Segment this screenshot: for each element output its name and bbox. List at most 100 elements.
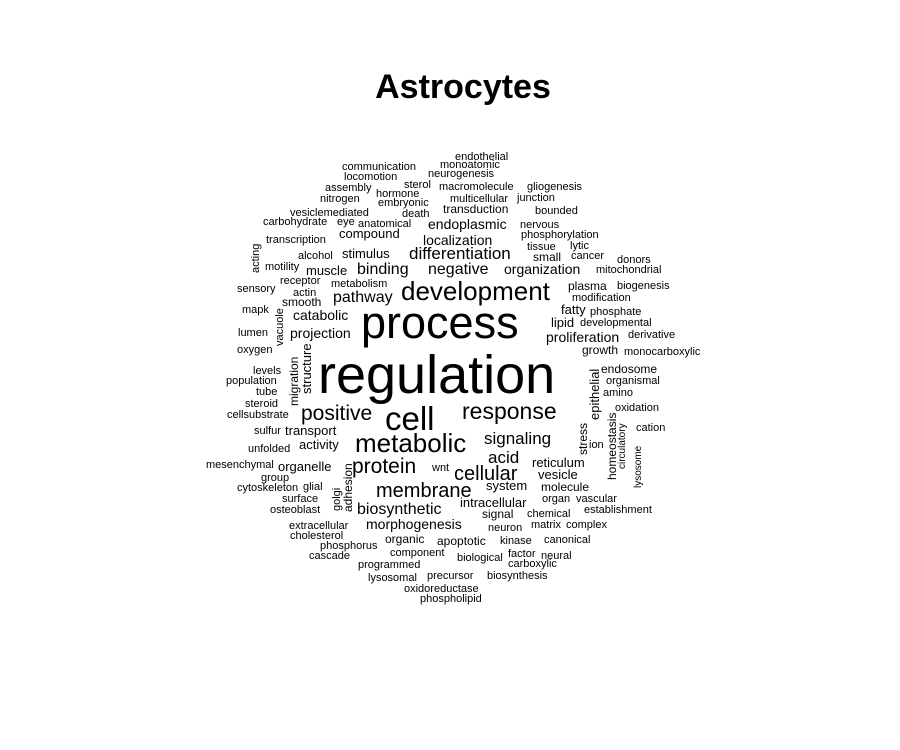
word-reticulum: reticulum xyxy=(532,455,585,470)
word-growth: growth xyxy=(582,343,618,357)
word-phospholipid: phospholipid xyxy=(420,593,482,605)
word-complex: complex xyxy=(566,519,607,531)
word-phosphorus: phosphorus xyxy=(320,540,378,552)
word-carbohydrate: carbohydrate xyxy=(263,216,327,228)
word-anatomical: anatomical xyxy=(358,218,411,230)
word-regulation: regulation xyxy=(318,345,555,405)
word-gliogenesis: gliogenesis xyxy=(527,181,583,193)
word-oxidoreductase: oxidoreductase xyxy=(404,583,479,595)
word-programmed: programmed xyxy=(358,559,420,571)
word-nervous: nervous xyxy=(520,219,560,231)
word-catabolic: catabolic xyxy=(293,307,348,323)
word-cation: cation xyxy=(636,422,665,434)
word-derivative: derivative xyxy=(628,329,675,341)
word-endosome: endosome xyxy=(601,362,657,376)
word-levels: levels xyxy=(253,365,282,377)
word-compound: compound xyxy=(339,226,400,241)
word-vascular: vascular xyxy=(576,493,617,505)
word-extracellular: extracellular xyxy=(289,520,349,532)
word-chemical: chemical xyxy=(527,508,570,520)
word-death: death xyxy=(402,208,430,220)
word-morphogenesis: morphogenesis xyxy=(366,516,462,532)
word-cell: cell xyxy=(385,400,435,437)
word-modification: modification xyxy=(572,292,631,304)
word-migration: migration xyxy=(287,357,301,406)
word-vesiclemediated: vesiclemediated xyxy=(290,207,369,219)
word-mesenchymal: mesenchymal xyxy=(206,459,274,471)
word-glial: glial xyxy=(303,481,323,493)
word-stress: stress xyxy=(576,423,590,455)
word-organelle: organelle xyxy=(278,459,332,474)
word-signal: signal xyxy=(482,507,513,521)
word-acid: acid xyxy=(488,448,519,467)
word-cascade: cascade xyxy=(309,550,350,562)
word-lumen: lumen xyxy=(238,327,268,339)
word-cellular: cellular xyxy=(454,463,518,485)
word-component: component xyxy=(390,547,444,559)
word-lysosomal: lysosomal xyxy=(368,572,417,584)
word-oxygen: oxygen xyxy=(237,344,272,356)
word-vacuole: vacuole xyxy=(274,308,286,346)
word-fatty: fatty xyxy=(561,302,586,317)
word-organic: organic xyxy=(385,532,424,546)
word-canonical: canonical xyxy=(544,534,590,546)
word-bounded: bounded xyxy=(535,205,578,217)
word-kinase: kinase xyxy=(500,535,532,547)
word-factor: factor xyxy=(508,548,536,560)
word-system: system xyxy=(486,478,527,493)
word-ion: ion xyxy=(589,439,604,451)
word-unfolded: unfolded xyxy=(248,443,290,455)
word-monoatomic: monoatomic xyxy=(440,159,500,171)
word-monocarboxylic: monocarboxylic xyxy=(624,346,701,358)
word-wnt: wnt xyxy=(431,462,449,474)
word-projection: projection xyxy=(290,325,351,341)
word-biogenesis: biogenesis xyxy=(617,280,670,292)
word-muscle: muscle xyxy=(306,263,347,278)
word-development: development xyxy=(401,276,551,306)
word-epithelial: epithelial xyxy=(587,369,602,420)
word-membrane: membrane xyxy=(376,480,472,502)
word-localization: localization xyxy=(423,232,492,248)
word-phosphate: phosphate xyxy=(590,306,641,318)
word-eye: eye xyxy=(337,216,355,228)
word-process: process xyxy=(361,297,519,348)
word-neural: neural xyxy=(541,550,572,562)
word-cancer: cancer xyxy=(571,250,604,262)
word-amino: amino xyxy=(603,387,633,399)
word-cholesterol: cholesterol xyxy=(290,530,343,542)
word-positive: positive xyxy=(301,402,372,425)
word-precursor: precursor xyxy=(427,570,474,582)
word-actin: actin xyxy=(293,287,316,299)
word-transduction: transduction xyxy=(443,202,508,216)
word-surface: surface xyxy=(282,493,318,505)
word-nitrogen: nitrogen xyxy=(320,193,360,205)
word-protein: protein xyxy=(352,455,416,478)
word-establishment: establishment xyxy=(584,504,652,516)
word-neuron: neuron xyxy=(488,522,522,534)
word-plasma: plasma xyxy=(568,279,607,293)
word-macromolecule: macromolecule xyxy=(439,181,514,193)
word-transport: transport xyxy=(285,423,337,438)
word-homeostasis: homeostasis xyxy=(605,413,619,480)
word-embryonic: embryonic xyxy=(378,197,429,209)
word-receptor: receptor xyxy=(280,275,321,287)
word-group: group xyxy=(261,472,289,484)
word-developmental: developmental xyxy=(580,317,652,329)
word-junction: junction xyxy=(516,192,555,204)
word-organismal: organismal xyxy=(606,375,660,387)
word-osteoblast: osteoblast xyxy=(270,504,320,516)
word-mitochondrial: mitochondrial xyxy=(596,264,661,276)
word-steroid: steroid xyxy=(245,398,278,410)
word-biosynthetic: biosynthetic xyxy=(357,501,442,518)
word-motility: motility xyxy=(265,261,300,273)
word-endothelial: endothelial xyxy=(455,151,508,163)
word-acting: acting xyxy=(250,244,262,273)
word-structure: structure xyxy=(299,343,314,394)
word-organ: organ xyxy=(542,493,570,505)
word-locomotion: locomotion xyxy=(344,171,397,183)
word-assembly: assembly xyxy=(325,182,372,194)
word-apoptotic: apoptotic xyxy=(437,534,486,548)
word-cellsubstrate: cellsubstrate xyxy=(227,409,289,421)
word-matrix: matrix xyxy=(531,519,561,531)
